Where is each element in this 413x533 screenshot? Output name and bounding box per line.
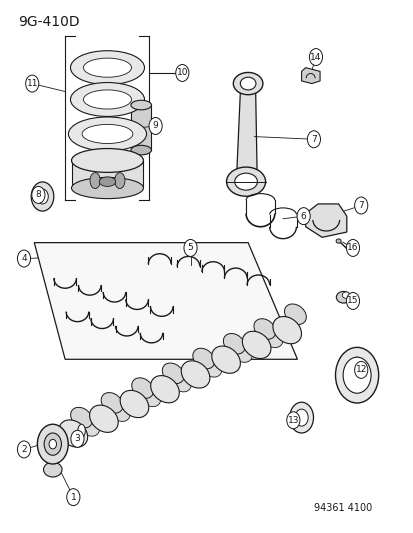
Ellipse shape	[37, 189, 48, 204]
Circle shape	[17, 250, 31, 267]
Ellipse shape	[169, 372, 191, 392]
Text: 9: 9	[152, 122, 158, 131]
Text: 4: 4	[21, 254, 27, 263]
Ellipse shape	[230, 342, 252, 362]
Ellipse shape	[68, 117, 146, 151]
Ellipse shape	[131, 100, 151, 110]
Ellipse shape	[211, 346, 240, 373]
Ellipse shape	[223, 334, 244, 354]
Ellipse shape	[131, 378, 153, 398]
Ellipse shape	[71, 407, 92, 428]
Ellipse shape	[253, 319, 275, 339]
Ellipse shape	[31, 182, 54, 211]
Circle shape	[71, 430, 84, 447]
Ellipse shape	[44, 433, 61, 455]
Polygon shape	[71, 160, 143, 188]
Ellipse shape	[114, 173, 125, 189]
Circle shape	[176, 64, 188, 82]
Ellipse shape	[83, 90, 131, 109]
Text: 7: 7	[358, 201, 363, 210]
Ellipse shape	[342, 292, 349, 298]
Ellipse shape	[82, 124, 133, 143]
Text: 14: 14	[309, 53, 321, 62]
Ellipse shape	[108, 401, 130, 422]
Text: 12: 12	[355, 366, 366, 374]
Circle shape	[346, 239, 359, 256]
Ellipse shape	[43, 462, 62, 477]
Ellipse shape	[101, 393, 123, 413]
Ellipse shape	[335, 292, 350, 303]
Circle shape	[286, 412, 299, 429]
Ellipse shape	[89, 405, 118, 432]
Ellipse shape	[260, 327, 282, 348]
Ellipse shape	[59, 420, 88, 447]
Text: 9G-410D: 9G-410D	[18, 14, 79, 29]
Text: 7: 7	[310, 135, 316, 144]
Ellipse shape	[78, 424, 85, 438]
Polygon shape	[236, 84, 256, 176]
Text: 6: 6	[300, 212, 306, 221]
Ellipse shape	[162, 363, 184, 384]
Ellipse shape	[138, 386, 160, 407]
Text: 1: 1	[70, 492, 76, 502]
Text: 3: 3	[74, 434, 80, 443]
Text: 94361 4100: 94361 4100	[313, 503, 371, 513]
Circle shape	[183, 239, 197, 256]
Ellipse shape	[199, 357, 221, 377]
Circle shape	[354, 361, 367, 378]
Ellipse shape	[272, 317, 301, 344]
Ellipse shape	[284, 304, 306, 325]
Text: 11: 11	[26, 79, 38, 88]
Ellipse shape	[90, 173, 100, 189]
Text: 10: 10	[176, 68, 188, 77]
Polygon shape	[131, 105, 151, 150]
Text: 5: 5	[187, 244, 193, 253]
Ellipse shape	[240, 77, 255, 90]
Ellipse shape	[78, 416, 99, 436]
Ellipse shape	[234, 173, 257, 190]
Ellipse shape	[181, 361, 209, 388]
Ellipse shape	[120, 390, 148, 417]
Circle shape	[32, 187, 45, 204]
Ellipse shape	[70, 83, 144, 116]
Text: 16: 16	[347, 244, 358, 253]
Ellipse shape	[289, 402, 313, 433]
Circle shape	[149, 117, 162, 134]
Ellipse shape	[70, 51, 144, 85]
Ellipse shape	[335, 348, 378, 403]
Circle shape	[26, 75, 39, 92]
Ellipse shape	[83, 58, 131, 77]
Text: 15: 15	[347, 296, 358, 305]
Polygon shape	[301, 68, 319, 84]
Ellipse shape	[233, 72, 262, 95]
Text: 13: 13	[287, 416, 298, 425]
Ellipse shape	[242, 332, 270, 359]
Circle shape	[306, 131, 320, 148]
Ellipse shape	[335, 239, 340, 243]
Ellipse shape	[226, 167, 265, 196]
Circle shape	[66, 489, 80, 506]
Text: 2: 2	[21, 445, 27, 454]
Ellipse shape	[192, 348, 214, 369]
Ellipse shape	[150, 376, 179, 403]
Polygon shape	[34, 243, 297, 359]
Ellipse shape	[37, 424, 68, 464]
Ellipse shape	[294, 409, 307, 426]
Circle shape	[309, 49, 322, 66]
Text: 8: 8	[36, 190, 41, 199]
Polygon shape	[305, 204, 346, 237]
Circle shape	[346, 293, 359, 310]
Ellipse shape	[49, 439, 56, 449]
Ellipse shape	[342, 357, 370, 393]
Circle shape	[354, 197, 367, 214]
Ellipse shape	[131, 146, 151, 155]
Circle shape	[17, 441, 31, 458]
Ellipse shape	[99, 177, 115, 187]
Circle shape	[297, 208, 309, 224]
Ellipse shape	[71, 177, 143, 199]
Ellipse shape	[71, 149, 143, 172]
